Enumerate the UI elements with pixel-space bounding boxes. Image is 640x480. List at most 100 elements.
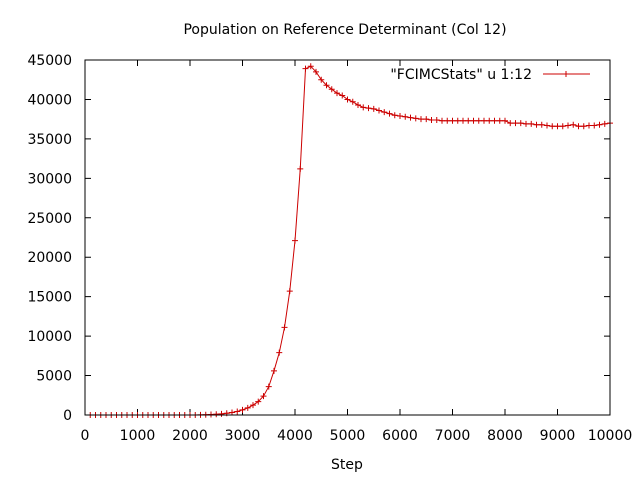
data-point [412,115,419,122]
y-tick-label: 5000 [36,369,72,385]
data-point [318,76,325,83]
data-point [349,98,356,105]
data-point [355,101,361,108]
data-point [544,122,550,129]
data-point [286,288,293,295]
x-tick-label: 0 [81,428,90,444]
legend-marker [563,71,569,77]
y-tick-label: 10000 [27,329,72,345]
data-point [328,86,335,93]
y-tick-label: 0 [63,408,72,424]
data-point [323,82,330,89]
data-point [265,383,272,390]
data-point [580,123,587,130]
data-point [533,121,540,128]
y-tick-label: 25000 [27,211,72,227]
data-point [239,406,246,413]
y-tick-label: 40000 [27,92,72,108]
y-tick-label: 35000 [27,132,72,148]
data-point [470,117,477,124]
data-point [496,117,503,124]
data-point [491,117,498,124]
data-point [402,113,409,120]
data-point [481,117,487,124]
axis-ticks: 0 1000 2000 3000 4000 5000 6000 7000 8000 9000 100… [27,53,632,444]
data-point [297,165,304,172]
x-tick-label: 10000 [588,428,633,444]
data-point [454,117,461,124]
data-point [596,121,603,128]
legend-label: "FCIMCStats" u 1:12 [390,67,532,83]
data-point [229,409,235,416]
data-point [538,121,545,128]
data-point [365,105,372,112]
data-point [433,116,440,123]
x-tick-label: 7000 [435,428,471,444]
data-point [307,63,314,70]
data-point [591,122,598,129]
data-point [559,123,566,130]
data-point [465,117,472,124]
data-point [475,117,482,124]
x-tick-label: 9000 [540,428,576,444]
chart-title: Population on Reference Determinant (Col… [183,22,506,38]
data-point [381,109,388,116]
data-point [517,120,524,127]
data-point [423,116,430,123]
data-point [554,123,561,130]
data-point [386,110,393,117]
data-point [281,324,288,331]
data-point [250,402,256,409]
data-point [549,123,556,130]
data-point [418,116,424,123]
data-point [344,96,351,103]
series-layer [87,63,613,418]
data-point [439,117,445,124]
data-point [575,123,582,130]
data-point [428,116,435,123]
data-point [528,120,535,127]
data-point [486,117,493,124]
x-tick-label: 6000 [382,428,418,444]
x-tick-label: 1000 [120,428,156,444]
data-point [292,237,298,244]
data-point [444,117,451,124]
data-point [391,112,398,119]
y-tick-label: 20000 [27,250,72,266]
data-point [218,410,225,417]
data-point [244,404,251,411]
data-point [397,113,403,120]
data-point [449,117,456,124]
x-tick-label: 3000 [225,428,261,444]
data-point [565,122,571,129]
data-point [334,90,340,97]
series-line [90,65,611,416]
x-tick-label: 2000 [172,428,208,444]
x-tick-label: 4000 [277,428,313,444]
data-point [276,349,283,356]
data-point [512,120,519,127]
data-point [407,114,414,121]
data-point [507,120,514,127]
data-point [570,121,577,128]
y-tick-label: 15000 [27,290,72,306]
data-point [234,408,241,415]
y-tick-label: 45000 [27,53,72,69]
data-point [339,92,346,99]
data-point [360,104,367,111]
data-point [260,393,267,400]
legend: "FCIMCStats" u 1:12 [390,67,590,83]
data-point [601,120,608,127]
x-tick-label: 8000 [487,428,523,444]
data-point [370,105,377,112]
data-point [313,68,319,75]
data-point [586,122,592,129]
data-point [523,120,529,127]
data-point [460,117,466,124]
x-axis-label: Step [331,457,363,473]
data-point [502,117,508,124]
y-tick-label: 30000 [27,171,72,187]
plot-frame [84,59,611,416]
data-point [213,411,220,418]
